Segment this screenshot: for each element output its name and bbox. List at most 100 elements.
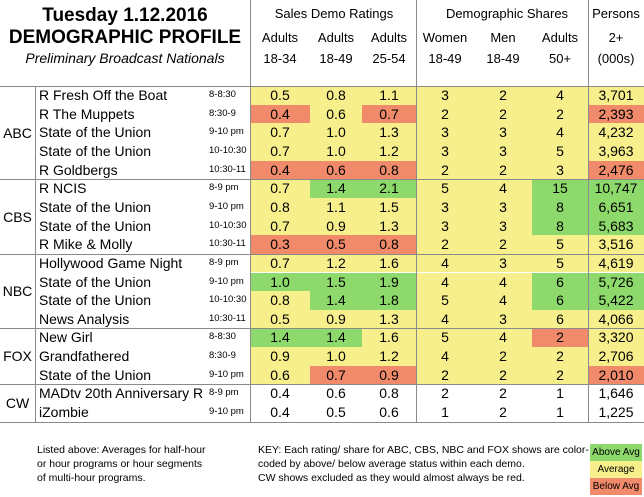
- value-cell: 0.7: [250, 123, 310, 142]
- network-label: CW: [5, 395, 30, 412]
- legend-average: Average: [590, 461, 642, 478]
- value-cell: 15: [532, 179, 588, 198]
- column-header-top: Men: [490, 30, 516, 45]
- show-name: R Fresh Off the Boat: [39, 87, 168, 103]
- value-cell: 5: [416, 179, 474, 198]
- show-name: R The Muppets: [39, 105, 135, 122]
- value-cell: 2: [474, 104, 532, 124]
- show-name: R NCIS: [39, 180, 87, 197]
- value-cell: 0.6: [310, 384, 362, 404]
- value-cell: 5: [532, 253, 588, 273]
- value-cell: 2,476: [588, 160, 644, 180]
- value-cell: 2: [416, 104, 474, 124]
- value-cell: 0.8: [250, 197, 310, 217]
- time-slot: 10:30-11: [209, 312, 246, 324]
- show-name: R Mike & Molly: [39, 236, 133, 253]
- value-cell: 4: [532, 123, 588, 142]
- value-cell: 4,619: [588, 253, 644, 273]
- table-bottom-border: [0, 421, 644, 423]
- column-separator: [35, 86, 36, 422]
- show-name: State of the Union: [39, 366, 152, 383]
- value-cell: 2: [532, 328, 588, 348]
- show-name: New Girl: [39, 329, 93, 346]
- network-label: CBS: [3, 208, 32, 225]
- legend-below: Below Avg: [590, 478, 642, 495]
- show-name: iZombie: [39, 404, 89, 421]
- value-cell: 0.9: [250, 347, 310, 366]
- value-cell: 3: [416, 141, 474, 161]
- value-cell: 4: [416, 253, 474, 273]
- value-cell: 2: [416, 235, 474, 254]
- footer-key-line: coded by above/ below average status wit…: [258, 458, 525, 470]
- value-cell: 0.8: [362, 384, 416, 404]
- time-slot: 9-10 pm: [209, 275, 244, 287]
- value-cell: 2: [474, 403, 532, 422]
- footer-note-line: of multi-hour programs.: [37, 472, 146, 484]
- value-cell: 10,747: [588, 179, 644, 198]
- value-cell: 0.8: [362, 160, 416, 180]
- value-cell: 1.2: [310, 253, 362, 273]
- value-cell: 3: [416, 123, 474, 142]
- time-slot: 10-10:30: [209, 219, 247, 231]
- value-cell: 8: [532, 197, 588, 217]
- value-cell: 3: [474, 253, 532, 273]
- value-cell: 1.9: [362, 272, 416, 292]
- value-cell: 1.5: [362, 197, 416, 217]
- value-cell: 3: [474, 123, 532, 142]
- value-cell: 0.7: [250, 141, 310, 161]
- value-cell: 3,963: [588, 141, 644, 161]
- show-name: State of the Union: [39, 124, 152, 141]
- value-cell: 4: [474, 179, 532, 198]
- value-cell: 2,706: [588, 347, 644, 366]
- show-name: State of the Union: [39, 217, 152, 234]
- time-slot: 9-10 pm: [209, 406, 244, 418]
- value-cell: 1.4: [310, 179, 362, 198]
- time-slot: 10:30-11: [209, 163, 246, 175]
- column-header-top: Adults: [261, 30, 299, 45]
- value-cell: 3: [532, 160, 588, 180]
- value-cell: 2,393: [588, 104, 644, 124]
- column-header-bottom: (000s): [597, 51, 635, 66]
- value-cell: 5: [416, 291, 474, 310]
- value-cell: 2: [416, 365, 474, 385]
- value-cell: 3: [474, 197, 532, 217]
- value-cell: 4: [416, 272, 474, 292]
- footer-note-line: or hour programs or hour segments: [37, 458, 203, 470]
- value-cell: 0.4: [250, 384, 310, 404]
- value-cell: 4: [416, 347, 474, 366]
- footer-key: KEY: Each rating/ share for ABC, CBS, NB…: [258, 443, 589, 485]
- column-header-bottom: 18-34: [263, 51, 297, 66]
- value-cell: 2: [474, 235, 532, 254]
- value-cell: 6: [532, 291, 588, 310]
- value-cell: 0.9: [362, 365, 416, 385]
- value-cell: 1.2: [362, 141, 416, 161]
- show-name: State of the Union: [39, 273, 152, 290]
- network-separator: [0, 253, 644, 255]
- value-cell: 2: [474, 86, 532, 105]
- network-label: FOX: [3, 348, 32, 365]
- value-cell: 0.4: [250, 104, 310, 124]
- value-cell: 1.8: [362, 291, 416, 310]
- show-name: R Goldbergs: [39, 161, 118, 178]
- value-cell: 1: [532, 384, 588, 404]
- time-slot: 9-10 pm: [209, 200, 244, 212]
- value-cell: 2: [532, 347, 588, 366]
- value-cell: 1.0: [250, 272, 310, 292]
- value-cell: 0.5: [250, 86, 310, 105]
- value-cell: 0.6: [250, 365, 310, 385]
- value-cell: 2: [474, 365, 532, 385]
- title-line-2: DEMOGRAPHIC PROFILE: [8, 27, 242, 48]
- subtitle: Preliminary Broadcast Nationals: [25, 50, 225, 66]
- footer-note-line: Listed above: Averages for half-hour: [37, 444, 206, 456]
- value-cell: 0.6: [310, 160, 362, 180]
- value-cell: 1.4: [310, 328, 362, 348]
- value-cell: 1,225: [588, 403, 644, 422]
- value-cell: 0.4: [250, 160, 310, 180]
- value-cell: 4: [474, 272, 532, 292]
- value-cell: 0.7: [310, 365, 362, 385]
- value-cell: 2: [416, 384, 474, 404]
- value-cell: 0.3: [250, 235, 310, 254]
- value-cell: 1.6: [362, 328, 416, 348]
- value-cell: 0.9: [310, 309, 362, 329]
- value-cell: 2: [532, 365, 588, 385]
